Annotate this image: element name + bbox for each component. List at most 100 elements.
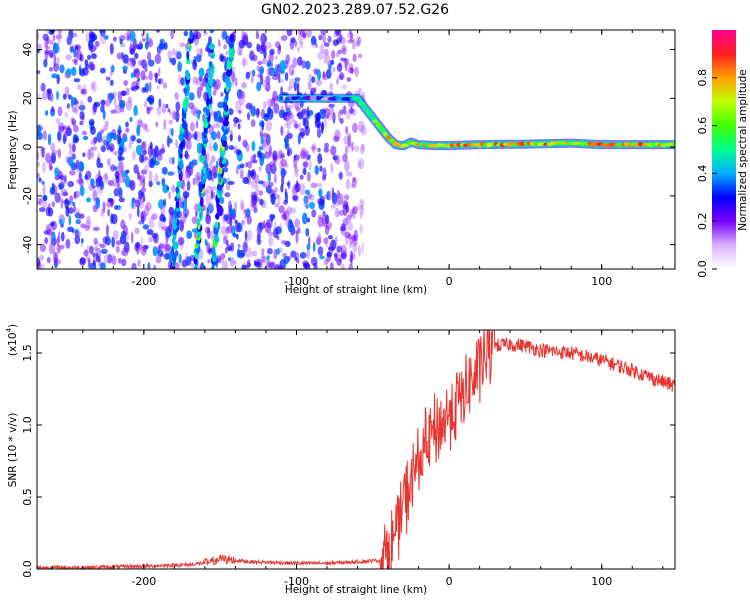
spectrogram-noise-blob (102, 173, 109, 185)
spectrogram-noise-blob (155, 254, 162, 264)
spectrogram-noise-blob (154, 72, 158, 83)
spectrogram-noise-blob (161, 177, 166, 187)
spectrogram-noise-blob (317, 51, 324, 61)
spectrogram-noise-blob (136, 124, 141, 137)
spectrogram-noise-blob (75, 219, 81, 225)
spectrogram-noise-blob (274, 187, 278, 193)
spectrogram-noise-blob (97, 137, 104, 143)
spectrogram-noise-blob (306, 171, 311, 182)
spectrogram-noise-blob (68, 142, 72, 149)
spectrogram-noise-blob (339, 72, 344, 79)
spectrogram-noise-blob (73, 48, 77, 58)
spectrogram-noise-blob (38, 177, 42, 183)
spectrogram-noise-blob (129, 30, 136, 42)
ridge-peak (369, 114, 374, 119)
spectrogram-noise-blob (297, 56, 303, 66)
spectrogram-streaks (169, 30, 235, 269)
spectrogram-noise-blob (326, 251, 333, 258)
spectrogram-noise-blob (289, 78, 295, 89)
spectrogram-noise-blob (274, 67, 280, 72)
ridge-peak (279, 96, 284, 101)
spectrogram-noise-blob (255, 107, 260, 119)
spectrogram-noise-blob (172, 48, 176, 57)
spectrogram-noise-blob (346, 171, 353, 177)
spectrogram-noise-blob (315, 237, 322, 246)
spectrogram-noise-blob (182, 199, 188, 211)
spectrogram-noise-blob (142, 245, 148, 253)
spectrogram-noise-blob (219, 196, 225, 204)
spectrogram-noise-blob (70, 117, 75, 125)
spectrogram-noise-blob (316, 127, 322, 138)
spectrogram-noise-blob (87, 54, 91, 60)
spectrogram-noise-blob (284, 188, 288, 197)
spectrogram-noise-blob (91, 151, 95, 159)
spectrogram-noise-blob (182, 216, 187, 224)
spectrogram-noise-blob (78, 161, 85, 172)
spectrogram-noise-blob (139, 177, 143, 185)
spectrogram-streak-blob (211, 265, 215, 269)
spectrogram-noise-blob (177, 61, 183, 72)
spectrogram-noise-blob (175, 101, 181, 112)
spectrogram-noise-blob (350, 254, 353, 265)
x-tick-label: 0 (446, 275, 453, 288)
spectrogram-noise-blob (235, 100, 242, 112)
spectrogram-noise-blob (244, 230, 248, 242)
spectrogram-noise-blob (344, 145, 349, 155)
spectrogram-noise-blob (237, 110, 242, 114)
spectrogram-noise-blob (118, 257, 122, 264)
spectrogram-noise-blob (48, 159, 53, 172)
spectrogram-noise-blob (259, 66, 265, 75)
spectrogram-noise-blob (345, 125, 348, 135)
spectrogram-noise-blob (265, 82, 271, 92)
spectrogram-noise-blob (121, 258, 127, 267)
spectrogram-noise-blob (284, 114, 290, 122)
spectrogram-noise-blob (87, 148, 92, 161)
spectrogram-streak-blob (213, 227, 219, 235)
spectrogram-noise-blob (55, 34, 63, 40)
spectrogram-noise-blob (94, 40, 98, 50)
spectrogram-noise-blob (324, 142, 330, 148)
spectrogram-noise-blob (152, 264, 157, 269)
snr-x-ticks: -200 -100 0 100 (51, 330, 664, 588)
spectrogram-noise-blob (57, 34, 61, 45)
spectrogram-noise-blob (258, 190, 264, 196)
spectrogram-noise-blob (144, 41, 149, 50)
spectrogram-noise-blob (337, 49, 343, 54)
spectrogram-noise-blob (147, 51, 152, 62)
spectrogram-noise-blob (224, 233, 229, 242)
spectrogram-noise-blob (134, 227, 140, 234)
spectrogram-noise-blob (304, 150, 310, 162)
spectrogram-noise-blob (207, 201, 214, 210)
spectrogram-noise-blob (241, 264, 248, 269)
spectrogram-noise-blob (241, 219, 245, 225)
spectrogram-noise-blob (82, 152, 86, 157)
spectrogram-noise-blob (65, 54, 72, 61)
spectrogram-noise-blob (121, 90, 127, 96)
spectrogram-noise-blob (129, 116, 133, 123)
spectrogram-noise-blob (175, 110, 180, 123)
spectrogram-noise-blob (74, 136, 79, 143)
spectrogram-noise-blob (255, 185, 260, 196)
spectrogram-noise-blob (322, 33, 326, 45)
spectrogram-noise-blob (189, 121, 195, 132)
spectrogram-noise-blob (231, 71, 236, 83)
spectrogram-noise-blob (310, 182, 318, 189)
spectrogram-noise-blob (247, 229, 253, 241)
spectrogram-noise-blob (336, 258, 342, 266)
spectrogram-noise-blob (326, 68, 332, 79)
spectrogram-noise-blob (169, 111, 172, 115)
spectrogram-streak-blob (181, 122, 188, 130)
spectrogram-noise-blob (286, 181, 290, 187)
spectrogram-noise-blob (258, 44, 265, 55)
spectrogram-noise-blob (115, 240, 122, 246)
spectrogram-noise-blob (41, 161, 46, 174)
spectrogram-noise-blob (67, 125, 71, 131)
spectrogram-noise-blob (217, 101, 224, 109)
spectrogram-noise-blob (286, 132, 293, 140)
spectrogram-noise-blob (352, 206, 358, 215)
spectrogram-noise-blob (37, 257, 41, 268)
spectrogram-noise-blob (268, 236, 274, 247)
spectrogram-noise-blob (176, 51, 182, 60)
spectrogram-noise-blob (239, 199, 245, 211)
spectrogram-noise-blob (298, 135, 301, 145)
